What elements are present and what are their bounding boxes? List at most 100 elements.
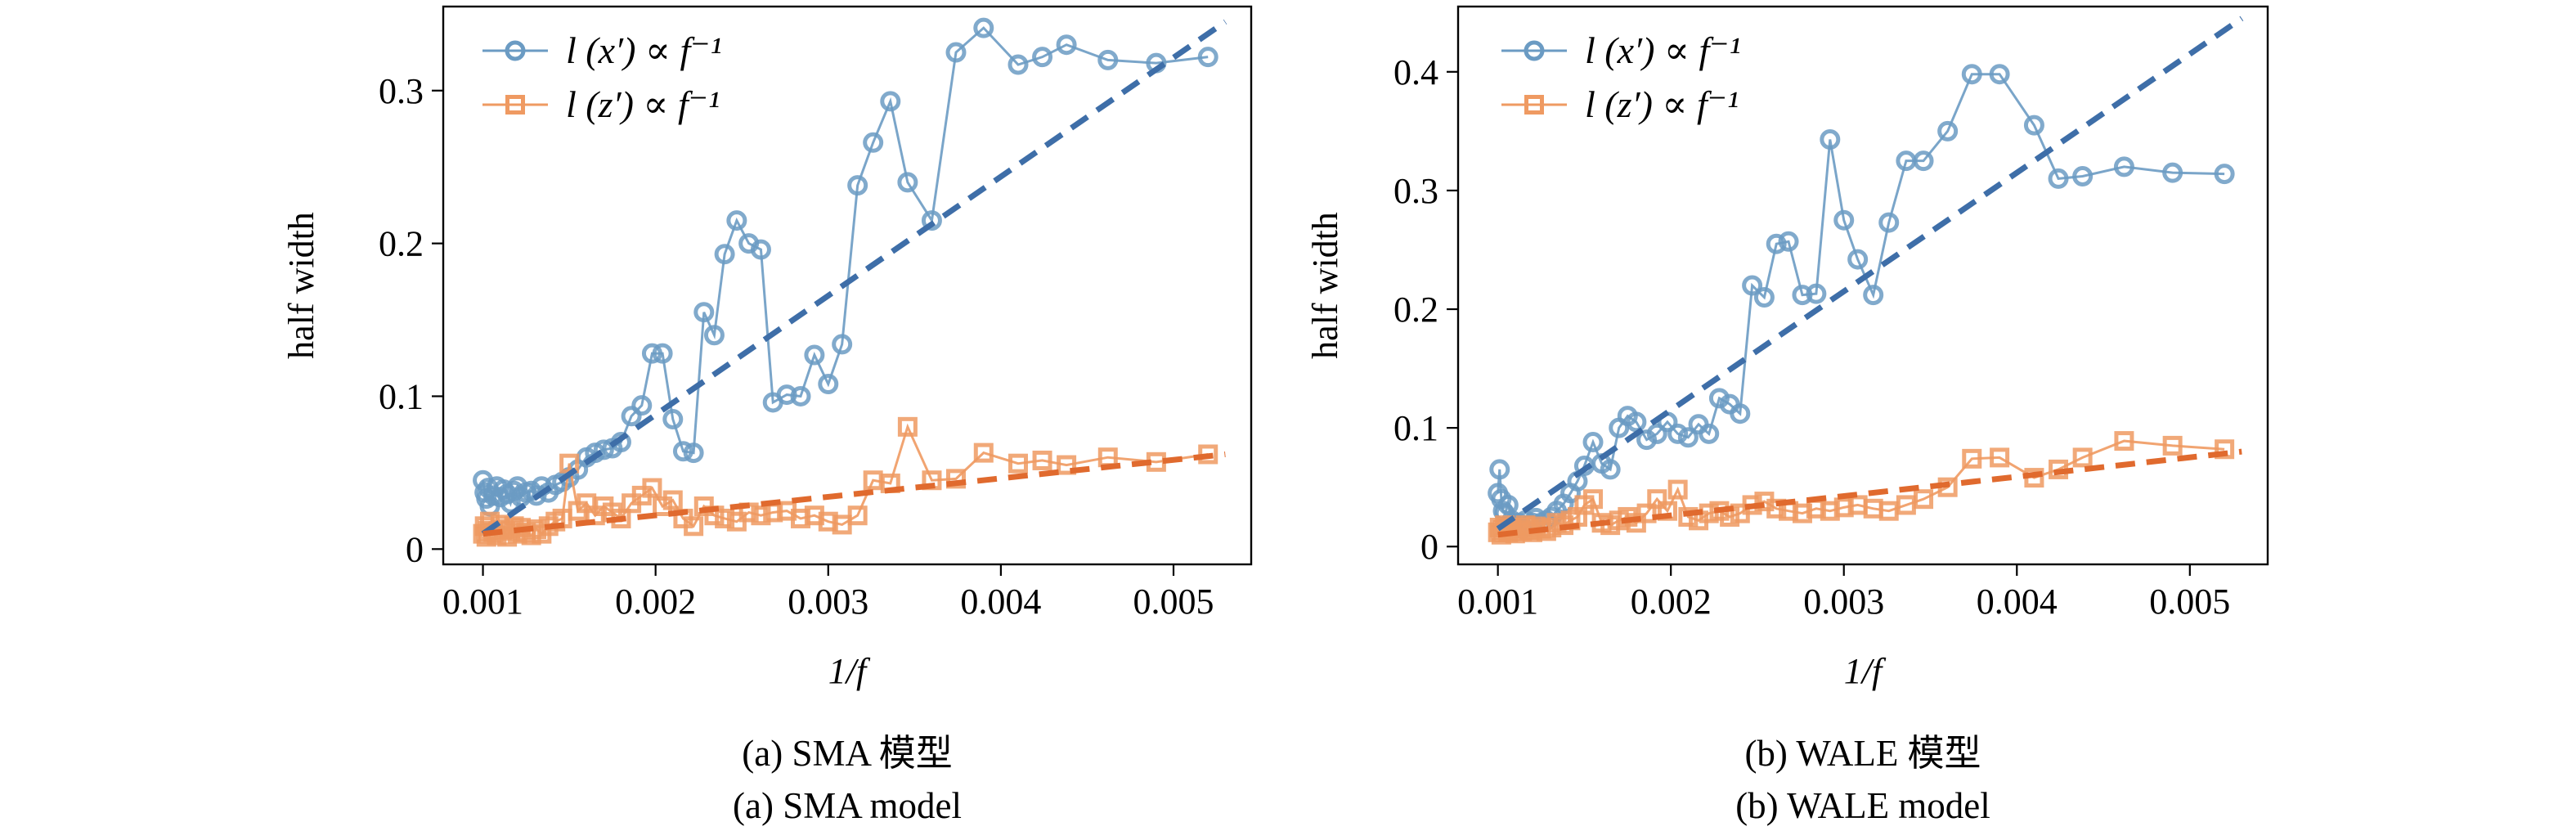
y-tick-label: 0.2: [379, 224, 424, 264]
data-point-z-prime: [2162, 435, 2183, 456]
data-point-z-prime: [684, 516, 704, 537]
data-point-z-prime: [1962, 448, 1982, 469]
y-tick-label: 0.1: [379, 376, 424, 416]
data-point-z-prime: [1667, 479, 1688, 500]
data-point-x-prime: [672, 441, 693, 462]
caption-chinese: (b) WALE 模型: [1744, 733, 1981, 774]
data-point-x-prime: [945, 42, 967, 63]
data-point-x-prime: [1032, 47, 1053, 68]
fit-line-z-prime: [1497, 448, 2242, 538]
plot-area: [1488, 16, 2244, 545]
data-point-x-prime: [863, 132, 884, 153]
legend-marker-square: [505, 95, 525, 115]
data-point-x-prime: [652, 343, 673, 364]
data-point-x-prime: [1989, 64, 2010, 85]
data-point-z-prime: [715, 508, 735, 528]
data-point-x-prime: [790, 385, 811, 407]
legend-label: l (z′) ∝ f⁻¹: [566, 83, 720, 125]
data-point-x-prime: [1056, 34, 1077, 56]
data-point-x-prime: [2072, 166, 2094, 187]
data-point-x-prime: [641, 343, 662, 364]
data-point-z-prime: [2072, 447, 2093, 468]
data-point-z-prime: [662, 490, 683, 510]
data-point-x-prime: [818, 374, 839, 395]
data-point-x-prime: [1008, 54, 1029, 75]
x-tick-label: 0.003: [1803, 582, 1884, 622]
data-point-z-prime: [1057, 455, 1077, 475]
data-point-z-prime: [642, 478, 662, 498]
data-point-x-prime: [693, 302, 715, 323]
x-tick-label: 0.003: [788, 582, 868, 622]
data-point-x-prime: [1820, 129, 1841, 150]
data-point-x-prime: [1913, 150, 1934, 172]
data-point-x-prime: [1626, 411, 1647, 433]
chart-panel-b: 0.001 0.002 0.003 0.004 0.005 0 0.1 0.2 0.3 0.4 1/…: [1305, 5, 2269, 826]
data-point-z-prime: [1914, 489, 1934, 510]
y-tick-label: 0: [1420, 527, 1438, 567]
y-axis-label: half width: [281, 212, 321, 359]
data-point-x-prime: [726, 210, 747, 231]
data-point-z-prime: [1647, 489, 1667, 510]
data-point-x-prime: [662, 408, 684, 429]
data-point-x-prime: [847, 175, 868, 196]
fit-line-z-prime: [482, 451, 1226, 537]
data-point-x-prime: [1847, 249, 1869, 270]
x-tick-label: 0.001: [1457, 582, 1538, 622]
axes-frame: [442, 5, 1253, 566]
data-point-x-prime: [921, 210, 942, 231]
plot-area: [473, 17, 1227, 547]
data-point-x-prime: [804, 344, 825, 366]
data-point-z-prime: [1583, 489, 1603, 510]
y-tick-label: 0.4: [1393, 52, 1438, 92]
y-axis-label: half width: [1305, 212, 1345, 359]
data-point-z-prime: [2114, 431, 2134, 451]
data-point-x-prime: [1766, 233, 1787, 254]
data-point-z-prime: [1008, 453, 1028, 474]
data-point-z-prime: [1990, 447, 2010, 468]
data-point-z-prime: [973, 442, 994, 463]
data-point-x-prime: [1753, 287, 1775, 308]
caption-english: (b) WALE model: [1735, 785, 1990, 826]
data-point-x-prime: [703, 325, 725, 346]
data-point-x-prime: [750, 239, 771, 260]
data-point-x-prime: [621, 406, 642, 427]
x-tick-label: 0.004: [960, 582, 1041, 622]
data-point-x-prime: [1677, 427, 1699, 448]
data-point-x-prime: [1742, 275, 1763, 296]
data-point-z-prime: [751, 505, 771, 526]
data-point-z-prime: [1032, 450, 1052, 470]
data-point-x-prime: [1778, 231, 1799, 252]
data-point-x-prime: [880, 91, 901, 112]
data-point-x-prime: [1646, 423, 1667, 444]
data-point-x-prime: [1600, 459, 1621, 480]
legend-marker-circle: [505, 40, 526, 61]
x-tick-label: 0.004: [1977, 582, 2058, 622]
y-tick-label: 0.1: [1393, 408, 1438, 448]
y-tick-label: 0.3: [1393, 171, 1438, 211]
data-point-x-prime: [973, 17, 994, 38]
data-point-x-prime: [1833, 209, 1855, 231]
data-point-z-prime: [2215, 439, 2235, 460]
axes-frame: [1456, 5, 2269, 566]
data-point-x-prime: [1961, 64, 1982, 85]
data-point-x-prime: [897, 172, 918, 193]
data-point-x-prime: [1667, 423, 1689, 444]
y-tick-label: 0.2: [1393, 290, 1438, 330]
data-point-x-prime: [1730, 403, 1751, 424]
x-axis-label: 1/f: [828, 651, 871, 691]
legend-marker-square: [1524, 95, 1544, 115]
data-point-x-prime: [631, 395, 653, 416]
x-tick-label: 0.002: [1631, 582, 1712, 622]
data-point-x-prime: [1792, 285, 1813, 306]
fit-line-x-prime: [481, 19, 1227, 537]
data-point-x-prime: [1582, 432, 1604, 453]
chart-panel-a: 0.001 0.002 0.003 0.004 0.005 0 0.1 0.2 0.3 1/f ha…: [281, 5, 1253, 826]
data-point-x-prime: [2048, 168, 2069, 189]
data-point-z-prime: [847, 505, 868, 526]
x-tick-label: 0.001: [442, 582, 523, 622]
data-point-x-prime: [776, 384, 797, 406]
data-point-z-prime: [1678, 506, 1699, 527]
data-point-z-prime: [946, 469, 966, 489]
fit-line-x-prime: [1496, 16, 2244, 532]
